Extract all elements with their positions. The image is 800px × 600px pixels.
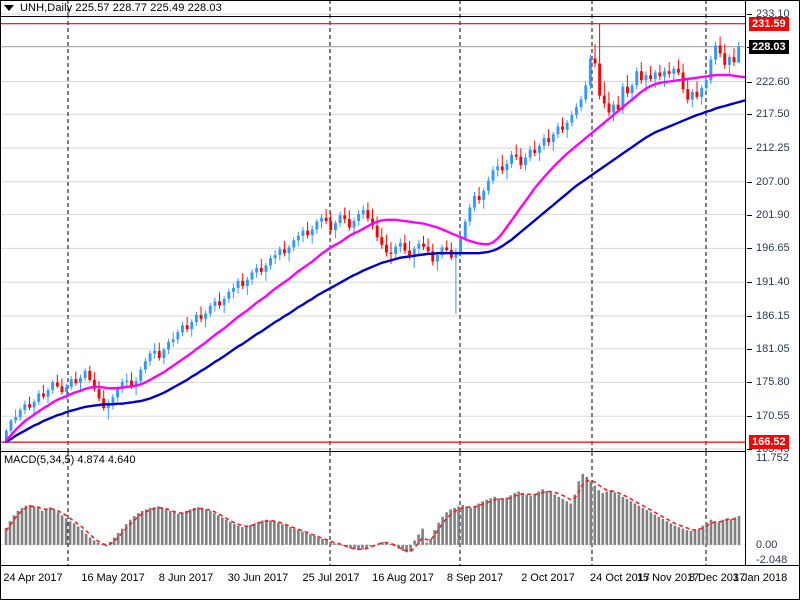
price-tick-label: 181.05: [756, 342, 790, 355]
price-tick-label: 212.25: [756, 142, 790, 155]
symbol-ohlc-label: UNH,Daily 225.57 228.77 225.49 228.03: [20, 2, 222, 14]
axis-tick: [747, 148, 752, 150]
triangle-down-icon[interactable]: [4, 5, 14, 11]
axis-divider-line: [745, 0, 746, 565]
price-axis[interactable]: 233.10228.03222.60217.50212.25207.00201.…: [746, 0, 800, 566]
date-tick-label: 2 Oct 2017: [521, 572, 575, 584]
axis-tick: [747, 214, 752, 216]
axis-tick: [747, 416, 752, 418]
date-tick-label: 24 Apr 2017: [3, 572, 63, 584]
axis-tick: [747, 348, 752, 350]
date-tick-label: 24 Oct 2017: [590, 572, 650, 584]
axis-tick: [747, 449, 752, 450]
date-tick-label: 16 May 2017: [81, 572, 145, 584]
macd-chart-svg: [0, 452, 745, 565]
axis-tick: [747, 81, 752, 83]
macd-pane[interactable]: [0, 452, 745, 565]
date-tick-label: 8 Jun 2017: [158, 572, 214, 584]
macd-bottom-line: [0, 565, 800, 566]
macd-tick-label: 11.752: [756, 452, 789, 464]
price-tick-label: 196.65: [756, 242, 790, 255]
axis-tick: [747, 14, 752, 15]
price-tick-label: 201.90: [756, 208, 790, 221]
axis-tick: [747, 315, 752, 317]
date-tick-label: 16 Aug 2017: [372, 572, 434, 584]
last-price-badge[interactable]: 228.03: [749, 39, 789, 54]
macd-tick-label: -2.048: [756, 554, 788, 566]
price-pane[interactable]: [0, 0, 745, 452]
macd-tick-label: 0.00: [756, 538, 778, 551]
pane-divider-line: [0, 451, 746, 452]
date-tick-label: 25 Jul 2017: [302, 572, 360, 584]
high-level-badge[interactable]: 231.59: [749, 16, 789, 31]
price-tick-label: 175.80: [756, 376, 790, 389]
date-axis: 24 Apr 2017 16 May 2017 8 Jun 2017 30 Jun 2…: [0, 566, 800, 600]
axis-tick: [747, 114, 752, 116]
chart-header: UNH,Daily 225.57 228.77 225.49 228.03: [0, 0, 745, 16]
date-tick-label: 15 Nov 2017: [636, 572, 700, 584]
price-tick-label: 186.15: [756, 309, 790, 322]
low-level-badge[interactable]: 166.52: [749, 435, 789, 450]
price-tick-label: 191.40: [756, 276, 790, 289]
header-underline: [0, 16, 746, 17]
date-tick-label: 8 Sep 2017: [446, 572, 504, 584]
axis-tick: [747, 382, 752, 384]
date-tick-label: 3 Jan 2018: [732, 572, 788, 584]
axis-tick: [747, 282, 752, 284]
left-border-line: [0, 0, 1, 599]
date-tick-label: 30 Jun 2017: [227, 572, 289, 584]
price-tick-label: 217.50: [756, 108, 790, 121]
axis-tick: [747, 248, 752, 250]
price-tick-label: 222.60: [756, 75, 790, 88]
axis-tick: [747, 181, 752, 183]
macd-label: MACD(5,34,5) 4.874 4.640: [4, 454, 136, 466]
price-tick-label: 207.00: [756, 175, 790, 188]
price-chart-svg: [0, 0, 745, 452]
price-tick-label: 170.55: [756, 410, 790, 423]
top-border-line: [0, 0, 800, 1]
date-tick-label: 8 Dec 2017: [688, 572, 746, 584]
